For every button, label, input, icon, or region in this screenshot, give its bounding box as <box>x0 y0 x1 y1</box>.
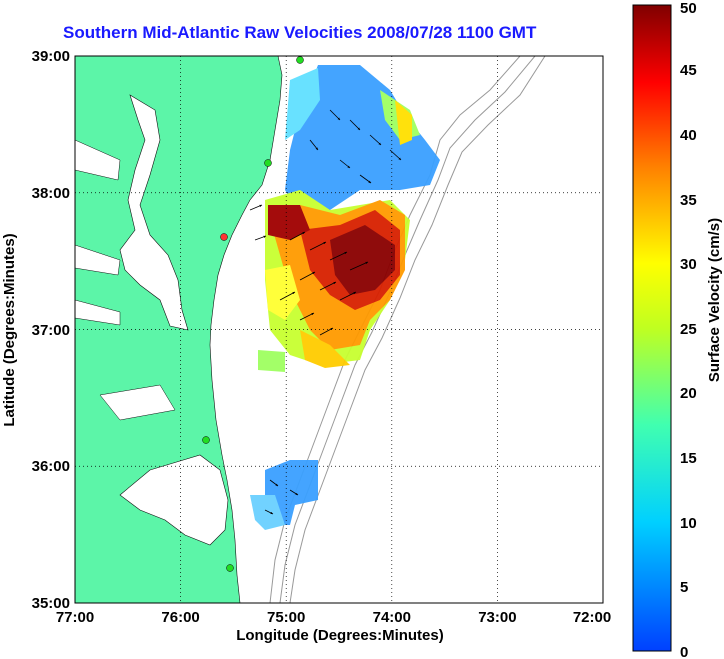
y-axis-label: Latitude (Degrees:Minutes) <box>1 233 18 426</box>
colorbar-tick-label: 25 <box>680 321 697 338</box>
station-marker <box>296 56 304 64</box>
colorbar <box>632 4 672 652</box>
velocity-field <box>250 65 440 530</box>
y-tick-label: 39:00 <box>32 48 70 65</box>
y-tick-label: 36:00 <box>32 458 70 475</box>
y-tick-label: 37:00 <box>32 322 70 339</box>
colorbar-tick-label: 45 <box>680 62 697 79</box>
colorbar-tick-label: 5 <box>680 579 688 596</box>
station-marker <box>202 436 210 444</box>
y-tick-label: 38:00 <box>32 185 70 202</box>
grid-lines <box>75 56 603 603</box>
x-axis-ticks: 77:00 76:00 75:00 74:00 73:00 72:00 <box>56 609 611 626</box>
x-tick-label: 76:00 <box>161 609 199 626</box>
x-tick-label: 74:00 <box>373 609 411 626</box>
colorbar-label: Surface Velocity (cm/s) <box>706 218 723 382</box>
colorbar-tick-label: 50 <box>680 0 697 17</box>
x-tick-label: 75:00 <box>267 609 305 626</box>
x-tick-label: 72:00 <box>573 609 611 626</box>
colorbar-tick-label: 15 <box>680 450 697 467</box>
pamlico-sound <box>119 454 229 546</box>
x-axis-label: Longitude (Degrees:Minutes) <box>236 627 444 644</box>
land-mass <box>75 56 283 603</box>
station-marker <box>220 233 228 241</box>
station-marker <box>264 159 272 167</box>
colorbar-tick-label: 40 <box>680 127 697 144</box>
y-axis-ticks: 39:00 38:00 37:00 36:00 35:00 <box>32 48 70 612</box>
y-tick-label: 35:00 <box>32 595 70 612</box>
x-tick-label: 73:00 <box>478 609 516 626</box>
colorbar-tick-label: 10 <box>680 515 697 532</box>
x-tick-label: 77:00 <box>56 609 94 626</box>
colorbar-tick-label: 0 <box>680 644 688 659</box>
colorbar-tick-label: 30 <box>680 256 697 273</box>
colorbar-ticks: 0 5 10 15 20 25 30 35 40 45 50 <box>680 0 697 659</box>
velocity-arrows <box>249 109 402 515</box>
colorbar-tick-label: 20 <box>680 385 697 402</box>
colorbar-tick-label: 35 <box>680 192 697 209</box>
plot-frame <box>74 55 604 604</box>
map-title: Southern Mid-Atlantic Raw Velocities 200… <box>63 23 537 42</box>
station-marker <box>226 564 234 572</box>
chesapeake-bay <box>119 94 189 331</box>
